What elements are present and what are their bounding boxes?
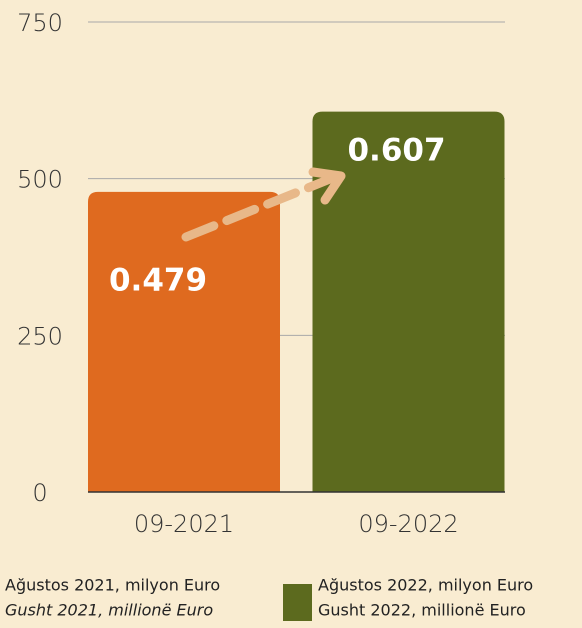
bar: [312, 111, 505, 492]
arrow: [181, 167, 346, 242]
arrow-head: [308, 167, 346, 205]
legend-label: Gusht 2022, millionë Euro: [318, 601, 526, 620]
bar: [88, 191, 280, 492]
value-label: 0.479: [109, 263, 207, 299]
legend-label: Ağustos 2021, milyon Euro: [5, 576, 220, 595]
x-tick-label: 09-2022: [358, 510, 458, 538]
y-tick-label: 0: [32, 479, 47, 507]
x-tick-label: 09-2021: [134, 510, 234, 538]
legend-swatch: [283, 584, 312, 621]
legend-label: Ağustos 2022, milyon Euro: [318, 576, 533, 595]
y-tick-label: 750: [17, 9, 63, 37]
bars: [88, 111, 505, 492]
value-label: 0.607: [347, 133, 445, 169]
y-tick-label: 250: [17, 322, 63, 350]
legend-label: Gusht 2021, millionë Euro: [5, 601, 213, 620]
labels: 0 250 500 750 09-2021 0.479 09-2022 0.607 Ağusto…: [5, 9, 533, 621]
arrow-shaft: [181, 174, 335, 242]
y-tick-label: 500: [17, 166, 63, 194]
